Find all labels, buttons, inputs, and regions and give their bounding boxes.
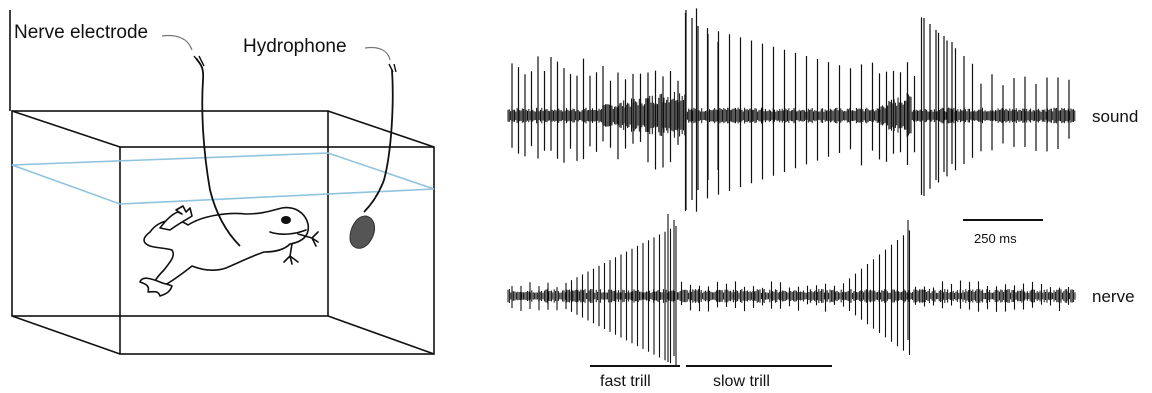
sound-trace-label: sound [1092, 107, 1138, 126]
tank-edge-bottom-right [327, 315, 435, 355]
aquarium-tank [11, 110, 435, 355]
scale-bar-label: 250 ms [974, 231, 1017, 246]
frog-back-foot-bottom [139, 277, 173, 297]
tank-edge-top-right [327, 110, 435, 148]
nerve-electrode-label: Nerve electrode [14, 22, 148, 43]
sound-noise-band [507, 91, 1076, 138]
tank-edge-top-left [11, 110, 121, 148]
nerve-electrode-wire [195, 57, 241, 247]
tank-edge-bottom-left [11, 315, 121, 355]
fast-trill-label: fast trill [600, 373, 651, 390]
frog-body [143, 206, 310, 291]
frog-back-foot-top [159, 205, 193, 231]
nerve-trace-label: nerve [1092, 287, 1135, 306]
hydrophone-label: Hydrophone [243, 36, 347, 57]
frog-drawing [139, 205, 319, 297]
nerve-waveform [507, 214, 1076, 366]
nerve-spikes [511, 214, 1070, 366]
tank-front-face [119, 146, 435, 355]
sound-waveform [507, 8, 1076, 212]
water-surface [11, 152, 435, 205]
frog-eye [281, 216, 291, 224]
hydrophone-body [349, 215, 375, 249]
hydrophone-wire [363, 69, 394, 213]
hydrophone-leader [364, 46, 391, 61]
slow-trill-label: slow trill [713, 373, 770, 390]
hydrophone-tip [388, 63, 397, 73]
nerve-electrode-leader [161, 34, 193, 51]
frog-front-hand [283, 231, 319, 265]
tank-back-face [11, 110, 329, 317]
nerve-electrode-tip [193, 55, 205, 67]
frog-mouth [269, 229, 307, 235]
sound-spikes [511, 8, 1070, 212]
